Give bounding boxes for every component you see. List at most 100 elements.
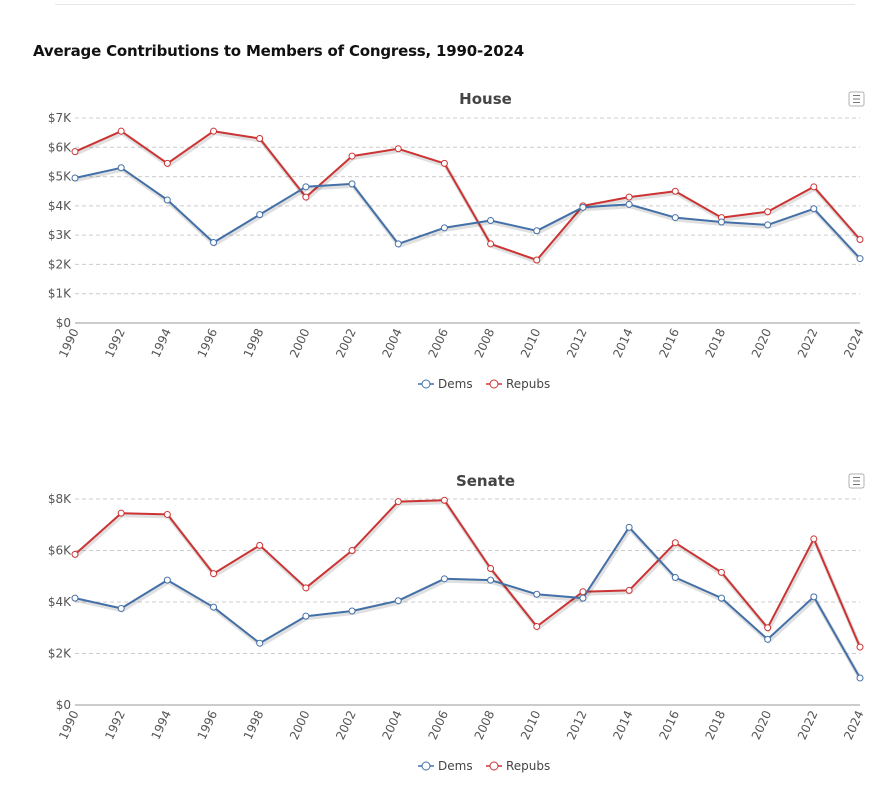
data-point-repubs[interactable] xyxy=(579,588,587,596)
data-point-dems[interactable] xyxy=(117,164,125,172)
top-divider xyxy=(55,4,855,5)
data-point-repubs[interactable] xyxy=(440,159,448,167)
data-point-repubs[interactable] xyxy=(210,127,218,135)
data-point-repubs[interactable] xyxy=(856,643,864,651)
data-point-dems[interactable] xyxy=(579,594,587,602)
data-point-dems[interactable] xyxy=(717,218,725,226)
data-point-repubs[interactable] xyxy=(625,193,633,201)
data-point-dems[interactable] xyxy=(394,597,402,605)
x-tick-label: 2012 xyxy=(564,708,590,742)
data-point-dems[interactable] xyxy=(625,200,633,208)
legend-label: Repubs xyxy=(506,377,550,391)
data-point-repubs[interactable] xyxy=(671,539,679,547)
data-point-dems[interactable] xyxy=(256,639,264,647)
series-line-dems xyxy=(74,526,861,679)
data-point-repubs[interactable] xyxy=(487,240,495,248)
data-point-dems[interactable] xyxy=(764,221,772,229)
data-point-dems[interactable] xyxy=(302,183,310,191)
chart-title: Senate xyxy=(456,472,515,490)
x-tick-label: 2002 xyxy=(333,326,359,360)
data-point-repubs[interactable] xyxy=(440,496,448,504)
data-point-dems[interactable] xyxy=(579,203,587,211)
house-chart: House $0 $1K $2K $3K $4K $5K $6K $7K 1990 1992 1994… xyxy=(48,90,867,391)
data-point-repubs[interactable] xyxy=(117,509,125,517)
data-point-repubs[interactable] xyxy=(533,622,541,630)
y-tick-label: $0 xyxy=(56,698,71,712)
data-point-dems[interactable] xyxy=(487,576,495,584)
hamburger-menu-icon xyxy=(853,477,860,485)
data-point-repubs[interactable] xyxy=(856,236,864,244)
data-point-repubs[interactable] xyxy=(394,498,402,506)
data-point-repubs[interactable] xyxy=(394,145,402,153)
x-tick-label: 1996 xyxy=(195,708,221,742)
page-title: Average Contributions to Members of Cong… xyxy=(33,42,524,60)
data-point-repubs[interactable] xyxy=(348,547,356,554)
data-point-dems[interactable] xyxy=(671,574,679,582)
data-point-dems[interactable] xyxy=(163,196,171,204)
data-point-dems[interactable] xyxy=(71,174,79,182)
chart-menu-button[interactable] xyxy=(848,91,865,107)
data-point-dems[interactable] xyxy=(163,576,171,584)
data-point-dems[interactable] xyxy=(717,594,725,602)
legend-item-repubs[interactable]: Repubs xyxy=(486,759,550,773)
data-point-repubs[interactable] xyxy=(717,568,725,576)
data-point-dems[interactable] xyxy=(856,255,864,263)
series-line-repubs xyxy=(74,499,861,648)
data-point-repubs[interactable] xyxy=(210,570,218,578)
chart-title: House xyxy=(459,90,512,108)
data-point-repubs[interactable] xyxy=(302,584,310,592)
data-point-repubs[interactable] xyxy=(533,256,541,264)
data-point-repubs[interactable] xyxy=(625,586,633,594)
data-point-dems[interactable] xyxy=(533,590,541,598)
data-point-dems[interactable] xyxy=(348,180,356,188)
data-point-repubs[interactable] xyxy=(810,183,818,191)
x-tick-label: 2006 xyxy=(426,708,452,742)
data-point-dems[interactable] xyxy=(210,238,218,246)
data-point-dems[interactable] xyxy=(625,523,633,531)
data-point-repubs[interactable] xyxy=(487,565,495,573)
legend-item-repubs[interactable]: Repubs xyxy=(486,377,550,391)
x-tick-label: 2012 xyxy=(564,326,590,360)
data-point-repubs[interactable] xyxy=(764,208,772,216)
data-point-repubs[interactable] xyxy=(256,135,264,142)
data-point-repubs[interactable] xyxy=(671,187,679,195)
data-point-repubs[interactable] xyxy=(764,624,772,632)
chart-menu-button[interactable] xyxy=(848,473,865,489)
data-point-dems[interactable] xyxy=(856,674,864,682)
data-point-dems[interactable] xyxy=(71,594,79,602)
data-point-dems[interactable] xyxy=(348,607,356,615)
data-point-repubs[interactable] xyxy=(117,127,125,135)
data-point-repubs[interactable] xyxy=(71,148,79,156)
x-tick-label: 2002 xyxy=(333,708,359,742)
data-point-dems[interactable] xyxy=(810,205,818,213)
y-tick-label: $6K xyxy=(48,544,72,558)
data-point-dems[interactable] xyxy=(440,575,448,583)
data-point-repubs[interactable] xyxy=(810,535,818,543)
data-point-dems[interactable] xyxy=(671,214,679,222)
x-tick-label: 1990 xyxy=(56,708,82,742)
x-tick-label: 2010 xyxy=(518,326,544,360)
data-point-dems[interactable] xyxy=(256,211,264,219)
data-point-dems[interactable] xyxy=(764,635,772,643)
data-point-repubs[interactable] xyxy=(256,541,264,549)
data-point-repubs[interactable] xyxy=(163,510,171,518)
hamburger-menu-icon xyxy=(853,95,860,103)
data-point-dems[interactable] xyxy=(810,593,818,601)
data-point-repubs[interactable] xyxy=(348,152,356,160)
legend-item-dems[interactable]: Dems xyxy=(418,759,473,773)
data-point-dems[interactable] xyxy=(302,612,310,620)
data-point-dems[interactable] xyxy=(117,604,125,612)
data-point-dems[interactable] xyxy=(533,227,541,235)
legend-label: Repubs xyxy=(506,759,550,773)
data-point-dems[interactable] xyxy=(440,224,448,232)
data-point-dems[interactable] xyxy=(487,217,495,224)
data-point-repubs[interactable] xyxy=(71,550,79,558)
y-tick-label: $6K xyxy=(48,140,72,154)
legend-item-dems[interactable]: Dems xyxy=(418,377,473,391)
series-line-dems xyxy=(74,166,861,260)
x-tick-label: 2020 xyxy=(749,708,775,742)
data-point-repubs[interactable] xyxy=(163,159,171,167)
data-point-dems[interactable] xyxy=(210,603,218,611)
data-point-repubs[interactable] xyxy=(302,193,310,201)
data-point-dems[interactable] xyxy=(394,240,402,248)
